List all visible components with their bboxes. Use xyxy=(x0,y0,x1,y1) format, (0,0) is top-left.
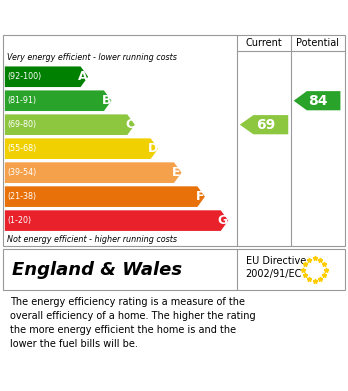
Text: 84: 84 xyxy=(309,94,328,108)
Polygon shape xyxy=(294,91,340,110)
Text: G: G xyxy=(218,214,228,227)
Text: Current: Current xyxy=(246,38,283,48)
Text: (81-91): (81-91) xyxy=(7,96,36,105)
Text: (92-100): (92-100) xyxy=(7,72,41,81)
Text: Energy Efficiency Rating: Energy Efficiency Rating xyxy=(12,9,222,23)
Polygon shape xyxy=(5,138,158,159)
Text: (39-54): (39-54) xyxy=(7,168,36,177)
Text: Potential: Potential xyxy=(296,38,339,48)
Text: C: C xyxy=(125,118,134,131)
Text: (21-38): (21-38) xyxy=(7,192,36,201)
Text: A: A xyxy=(78,70,88,83)
Polygon shape xyxy=(5,115,135,135)
Text: Very energy efficient - lower running costs: Very energy efficient - lower running co… xyxy=(7,53,177,62)
Text: (55-68): (55-68) xyxy=(7,144,36,153)
Polygon shape xyxy=(5,162,182,183)
Text: England & Wales: England & Wales xyxy=(12,260,182,279)
Text: Not energy efficient - higher running costs: Not energy efficient - higher running co… xyxy=(7,235,177,244)
Polygon shape xyxy=(5,187,205,207)
Text: F: F xyxy=(195,190,204,203)
Text: The energy efficiency rating is a measure of the
overall efficiency of a home. T: The energy efficiency rating is a measur… xyxy=(10,297,256,349)
Text: B: B xyxy=(101,94,111,107)
Text: D: D xyxy=(148,142,158,155)
Polygon shape xyxy=(240,115,288,134)
Polygon shape xyxy=(5,66,88,87)
Polygon shape xyxy=(5,210,228,231)
Text: E: E xyxy=(172,166,181,179)
Text: 69: 69 xyxy=(256,118,276,132)
Text: EU Directive
2002/91/EC: EU Directive 2002/91/EC xyxy=(246,256,306,279)
Polygon shape xyxy=(5,90,111,111)
Text: (69-80): (69-80) xyxy=(7,120,36,129)
Text: (1-20): (1-20) xyxy=(7,216,31,225)
